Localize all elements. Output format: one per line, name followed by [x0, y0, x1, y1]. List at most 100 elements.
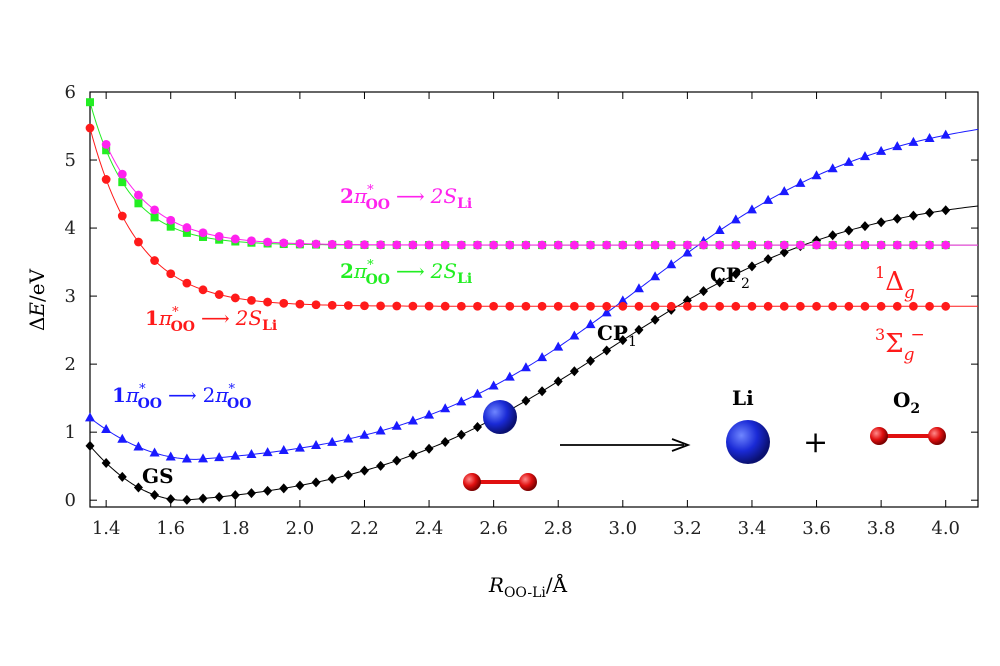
data-point: [198, 285, 208, 295]
series-line-pi_s2: [89, 102, 978, 246]
data-point: [424, 240, 434, 250]
data-point: [166, 269, 176, 279]
data-point: [812, 301, 821, 311]
data-point: [827, 163, 838, 173]
data-point: [860, 240, 870, 250]
data-point: [246, 449, 257, 459]
label-pi-pi: 1π* OO ⟶ 2π* OO: [112, 382, 251, 412]
data-point: [246, 488, 256, 499]
data-point: [149, 447, 160, 457]
data-point: [779, 247, 789, 258]
o2-molecule-right: [870, 427, 946, 445]
data-point: [666, 301, 676, 311]
data-point: [763, 240, 773, 250]
data-point: [198, 493, 208, 504]
data-point: [779, 240, 789, 250]
data-point: [537, 386, 547, 397]
series-line-pi_s1: [89, 127, 978, 307]
data-point: [634, 324, 644, 335]
series-gs: [85, 205, 979, 505]
li-atom-left: [483, 400, 517, 434]
data-point: [327, 239, 337, 249]
data-point: [214, 290, 224, 299]
y-tick-label: 6: [65, 82, 76, 103]
data-point: [488, 380, 499, 390]
data-point: [263, 297, 272, 307]
data-point: [650, 240, 660, 250]
data-point: [601, 307, 612, 317]
x-tick-label: 2.2: [350, 518, 379, 539]
data-point: [102, 146, 111, 155]
data-point: [650, 271, 661, 281]
data-point: [892, 240, 902, 250]
data-point: [150, 256, 159, 265]
x-tick-label: 1.8: [221, 518, 250, 539]
data-point: [796, 301, 805, 311]
data-point: [602, 301, 612, 311]
data-point: [617, 295, 628, 305]
data-point: [650, 301, 660, 311]
data-point: [391, 420, 402, 430]
data-point: [892, 141, 903, 151]
data-point: [279, 483, 289, 494]
data-point: [117, 169, 127, 179]
data-point: [828, 240, 838, 250]
data-point: [520, 362, 531, 372]
data-point: [844, 240, 854, 250]
data-point: [150, 489, 160, 500]
data-point: [133, 441, 144, 451]
data-point: [731, 240, 741, 250]
data-point: [909, 301, 918, 311]
x-axis-label: ROO-Li/Å: [488, 572, 568, 601]
data-point: [343, 301, 353, 310]
data-point: [553, 341, 564, 351]
data-point: [150, 213, 159, 222]
data-point: [521, 395, 531, 406]
data-point: [843, 156, 854, 166]
x-tick-label: 3.0: [608, 518, 637, 539]
x-tick-label: 3.6: [802, 518, 831, 539]
data-point: [763, 254, 773, 265]
data-point: [214, 452, 225, 462]
series-pi_s1: [85, 123, 978, 311]
data-point: [456, 240, 466, 250]
series-pi_s3: [101, 139, 978, 250]
data-point: [117, 433, 128, 443]
x-tick-label: 2.6: [479, 518, 508, 539]
data-point: [230, 234, 240, 244]
data-point: [941, 205, 951, 216]
y-tick-label: 0: [65, 490, 76, 511]
data-point: [473, 240, 482, 250]
data-point: [909, 240, 918, 250]
data-point: [311, 439, 322, 449]
data-point: [586, 355, 596, 366]
data-point: [633, 283, 644, 293]
label-pi-s1: 1π* OO ⟶ 2SLi: [145, 305, 277, 335]
data-point: [634, 301, 644, 311]
label-pi-s2: 2π* OO ⟶ 2SLi: [340, 258, 472, 288]
data-point: [101, 424, 112, 434]
plot-frame: [89, 91, 979, 508]
label-delta-g: 1Δg: [875, 263, 915, 303]
data-point: [876, 301, 886, 311]
y-tick-label: 4: [65, 218, 76, 239]
data-point: [618, 240, 628, 250]
data-point: [892, 301, 902, 311]
data-point: [489, 240, 499, 250]
data-point: [85, 412, 95, 422]
reaction-arrow: [560, 438, 691, 452]
data-point: [586, 301, 595, 311]
data-point: [569, 301, 579, 311]
data-point: [473, 301, 482, 311]
data-point: [892, 213, 902, 224]
data-point: [505, 240, 515, 250]
label-pi-s3: 2π* OO ⟶ 2SLi: [340, 183, 472, 213]
series-pi_pi: [85, 128, 979, 463]
data-point: [714, 224, 725, 234]
data-point: [86, 98, 94, 107]
data-point: [408, 449, 418, 460]
data-point: [327, 436, 338, 446]
data-point: [230, 490, 240, 501]
data-point: [214, 231, 224, 241]
data-point: [134, 190, 143, 200]
